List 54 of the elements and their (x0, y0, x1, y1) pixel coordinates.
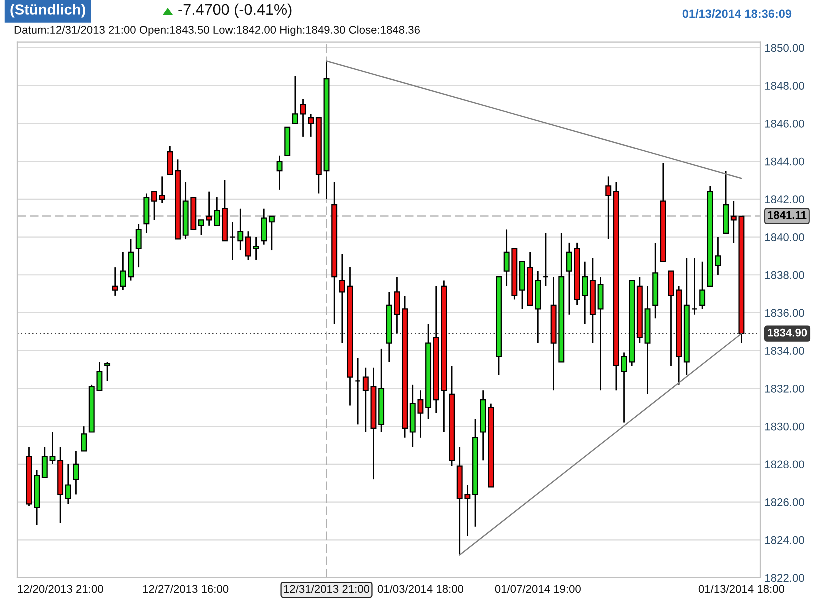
candlestick (245, 230, 252, 261)
candlestick (268, 216, 275, 252)
chart-title: (Stündlich) (10, 4, 86, 18)
x-tick-label: 12/20/2013 21:00 (18, 584, 104, 594)
candlestick (339, 254, 346, 344)
y-tick-label: 1834.00 (766, 347, 804, 355)
candlestick (81, 426, 88, 452)
y-tick-label: 1826.00 (766, 498, 804, 506)
candlestick (566, 242, 572, 316)
y-tick-label: 1838.00 (766, 271, 804, 280)
candlestick (261, 208, 268, 246)
candlestick (238, 208, 244, 252)
candlestick (692, 257, 698, 316)
y-tick-label: 1824.00 (766, 536, 804, 544)
candlestick (292, 76, 298, 124)
y-tick-label: 1840.00 (766, 234, 804, 242)
text: -7.4700 (-0.41%) (178, 4, 292, 18)
candlestick (606, 176, 612, 240)
y-tick-label: 1828.00 (766, 460, 804, 469)
candlestick (542, 232, 549, 288)
candlestick (308, 114, 314, 138)
candlestick (355, 358, 362, 426)
candlestick (65, 464, 72, 505)
candlestick (136, 223, 142, 268)
candlestick (167, 146, 174, 176)
candlestick (700, 261, 706, 310)
candlestick (300, 98, 306, 138)
x-tick-label: 01/03/2014 18:00 (378, 584, 464, 594)
y-tick-label: 1850.00 (766, 44, 804, 52)
y-tick-label: 1846.00 (766, 120, 804, 128)
candlestick (104, 362, 111, 382)
ref-line-label: 1841.11 (768, 211, 807, 220)
candlestick (362, 367, 369, 433)
x-tick-label: 01/07/2014 19:00 (495, 584, 581, 594)
x-tick-label: 01/13/2014 18:00 (698, 584, 785, 594)
y-tick-label: 1822.00 (766, 574, 804, 582)
candlestick (152, 191, 158, 221)
y-tick-label: 1832.00 (766, 384, 804, 393)
candlestick (159, 176, 166, 204)
text: 01/13/2014 18:36:09 (682, 10, 792, 18)
y-tick-label: 1844.00 (766, 158, 804, 166)
x-tick-label: 12/27/2013 16:00 (143, 584, 229, 594)
y-tick-label: 1830.00 (766, 422, 804, 431)
y-tick-label: 1842.00 (766, 196, 804, 204)
y-tick-label: 1848.00 (766, 82, 804, 90)
candlestick (73, 450, 80, 496)
candlestick (198, 220, 204, 236)
ref-line-label: 1834.90 (768, 328, 808, 337)
candlestick (276, 155, 283, 191)
y-tick-label: 1836.00 (766, 309, 804, 318)
candlestick (230, 221, 236, 261)
x-tick-label: 12/31/2013 21:00 (284, 584, 370, 594)
candlestick (253, 236, 260, 261)
text: Datum:12/31/2013 21:00 Open:1843.50 Low:1842.00 High:1849.30 Close:1848.36 (14, 26, 420, 36)
